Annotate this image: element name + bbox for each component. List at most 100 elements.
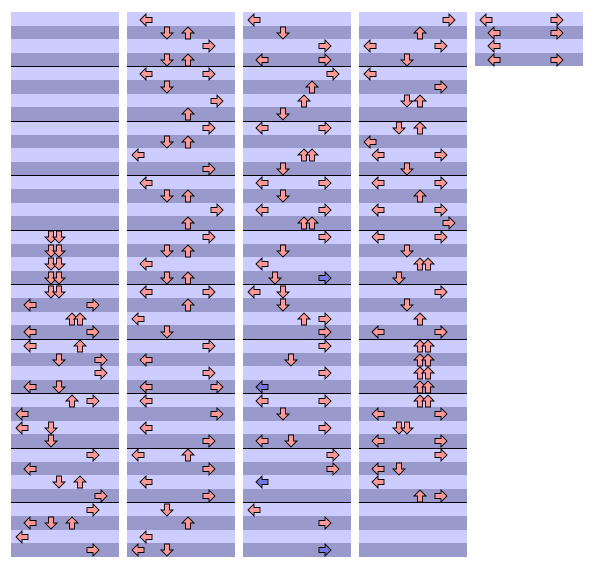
measure-line (11, 502, 119, 503)
measure-line (11, 175, 119, 176)
down-arrow-icon (275, 406, 291, 421)
measure-line (359, 447, 467, 449)
beat-stripe (359, 529, 467, 544)
beat-stripe (11, 420, 119, 435)
measure-line (359, 229, 467, 231)
beat-stripe (359, 325, 467, 339)
left-arrow-icon (487, 52, 501, 67)
up-arrow-icon (296, 311, 312, 326)
measure-line (243, 284, 351, 285)
up-arrow-icon (180, 270, 196, 285)
measure-line (359, 502, 467, 503)
left-arrow-icon (23, 515, 37, 531)
down-arrow-icon (275, 297, 291, 312)
down-arrow-icon (51, 379, 67, 394)
down-arrow-icon (399, 243, 415, 258)
beat-stripe (359, 270, 467, 285)
beat-stripe (243, 311, 351, 326)
chart-column (359, 12, 467, 557)
beat-stripe (11, 52, 119, 67)
left-arrow-icon (255, 256, 269, 272)
right-arrow-icon (86, 297, 100, 313)
measure-line (127, 502, 235, 503)
down-arrow-icon (391, 461, 407, 476)
beat-stripe (359, 189, 467, 203)
right-arrow-icon (442, 12, 456, 28)
left-arrow-icon (247, 502, 261, 517)
down-arrow-icon (43, 420, 59, 435)
down-arrow-icon (399, 52, 415, 67)
right-arrow-icon (318, 311, 332, 326)
beat-stripe (359, 148, 467, 162)
right-arrow-icon (434, 38, 448, 54)
up-arrow-icon (304, 79, 320, 94)
beat-stripe (243, 407, 351, 421)
up-arrow-icon (420, 365, 436, 380)
left-arrow-icon (371, 202, 385, 217)
up-arrow-icon (72, 311, 88, 326)
beat-stripe (359, 230, 467, 244)
beat-stripe (359, 284, 467, 299)
beat-stripe (127, 270, 235, 285)
beat-stripe (243, 39, 351, 53)
left-arrow-icon (23, 297, 37, 313)
beat-stripe (127, 39, 235, 53)
up-arrow-icon (412, 311, 428, 326)
beat-stripe (243, 107, 351, 121)
left-arrow-icon (255, 393, 269, 408)
beat-stripe (243, 202, 351, 217)
down-arrow-icon (43, 433, 59, 449)
beat-stripe (11, 325, 119, 339)
measure-line (11, 447, 119, 449)
beat-stripe (243, 161, 351, 176)
left-arrow-icon (139, 352, 153, 367)
up-arrow-icon (296, 93, 312, 108)
up-arrow-icon (72, 474, 88, 489)
left-arrow-icon (371, 147, 385, 163)
down-arrow-icon (283, 352, 299, 367)
beat-stripe (127, 25, 235, 40)
beat-stripe (359, 25, 467, 40)
beat-stripe (359, 502, 467, 517)
left-arrow-icon (371, 474, 385, 490)
beat-stripe (243, 284, 351, 299)
beat-stripe (243, 325, 351, 339)
beat-stripe (359, 121, 467, 135)
right-arrow-icon (210, 202, 224, 217)
beat-stripe (359, 12, 467, 26)
right-arrow-icon (210, 406, 224, 422)
beat-stripe (359, 434, 467, 448)
up-arrow-icon (420, 338, 436, 353)
left-arrow-icon (371, 175, 385, 190)
beat-stripe (359, 107, 467, 121)
right-arrow-icon (326, 66, 340, 81)
right-arrow-icon (202, 433, 216, 449)
measure-line (243, 229, 351, 231)
beat-stripe (475, 25, 583, 40)
right-arrow-icon (326, 461, 340, 476)
beat-stripe (243, 516, 351, 530)
down-arrow-icon (275, 161, 291, 176)
beat-stripe (11, 107, 119, 121)
beat-stripe (127, 393, 235, 408)
right-arrow-icon (202, 66, 216, 81)
up-arrow-icon (180, 515, 196, 530)
beat-stripe (11, 39, 119, 53)
beat-stripe (11, 407, 119, 421)
beat-stripe (127, 80, 235, 94)
right-arrow-icon (318, 202, 332, 217)
measure-line (127, 447, 235, 449)
measure-line (243, 502, 351, 503)
beat-stripe (11, 516, 119, 530)
up-arrow-icon (412, 188, 428, 203)
measure-line (243, 66, 351, 67)
down-arrow-icon (267, 270, 283, 285)
right-arrow-icon (210, 379, 224, 394)
beat-stripe (127, 325, 235, 339)
right-arrow-icon (202, 120, 216, 136)
measure-line (243, 393, 351, 394)
left-arrow-icon (363, 38, 377, 54)
up-arrow-icon (180, 25, 196, 40)
down-arrow-icon (159, 134, 175, 149)
beat-stripe (359, 352, 467, 367)
